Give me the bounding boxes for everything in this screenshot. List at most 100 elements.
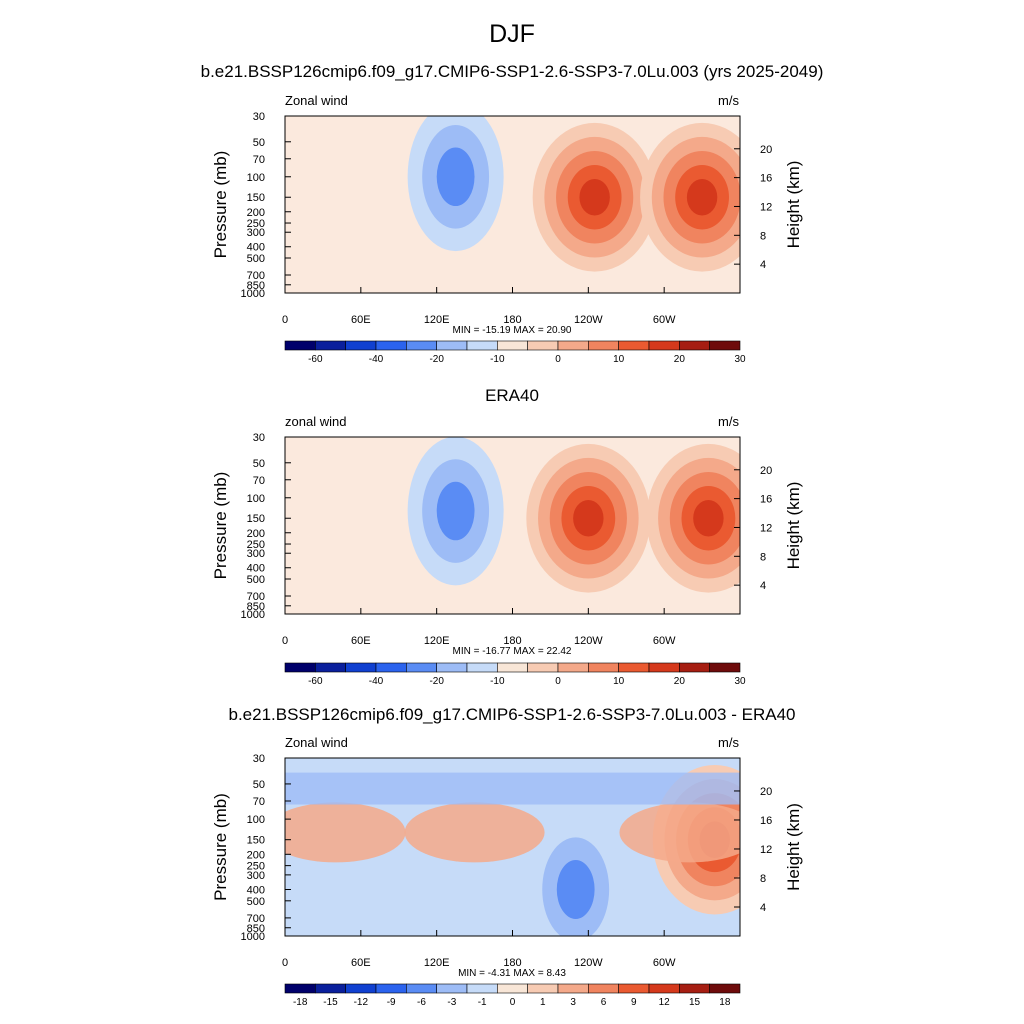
y-tick-label: 500 <box>247 896 265 908</box>
panel-2-contour-field <box>285 437 740 614</box>
min-max-label: MIN = -15.19 MAX = 20.90 <box>453 325 572 336</box>
colorbar-cell <box>618 983 650 994</box>
contour-max-1-level-4 <box>567 164 622 230</box>
contour-max-2-level-4 <box>675 164 729 230</box>
colorbar-cell <box>375 983 407 994</box>
y-tick-label: 300 <box>247 548 265 560</box>
colorbar-cell <box>588 662 619 673</box>
contour-min-3-level-1 <box>407 116 504 252</box>
contour-max-1-level-5 <box>699 821 730 859</box>
colorbar-tick-label: -10 <box>490 676 505 687</box>
colorbar-cell <box>709 983 741 994</box>
y-axis-title: Pressure (mb) <box>211 151 230 259</box>
y-axis-title: Pressure (mb) <box>211 793 230 901</box>
contour-max-1-level-4 <box>561 485 616 551</box>
colorbar-cell <box>436 340 468 351</box>
y-tick-label: 700 <box>247 591 265 603</box>
height-tick-label: 20 <box>760 465 772 477</box>
colorbar-cell <box>557 340 589 351</box>
colorbar-cell <box>406 340 437 351</box>
min-max-label: MIN = -4.31 MAX = 8.43 <box>458 968 566 979</box>
x-tick-label: 0 <box>282 635 288 647</box>
x-tick-label: 120W <box>574 635 603 647</box>
y-tick-label: 100 <box>247 493 265 505</box>
panel-3-title: b.e21.BSSP126cmip6.f09_g17.CMIP6-SSP1-2.… <box>228 705 796 724</box>
colorbar-cell <box>375 340 407 351</box>
colorbar-cell <box>557 983 589 994</box>
x-tick-label: 60E <box>351 314 371 326</box>
y-tick-label: 50 <box>253 458 265 470</box>
colorbar-tick-label: 30 <box>734 354 746 365</box>
x-tick-label: 0 <box>282 957 288 969</box>
y-tick-label: 70 <box>253 154 265 166</box>
height-tick-label: 12 <box>760 201 772 213</box>
colorbar-cell <box>345 983 377 994</box>
y-tick-label: 400 <box>247 563 265 575</box>
y-axis-right-title: Height (km) <box>784 803 803 891</box>
height-tick-label: 8 <box>760 873 766 885</box>
contour-max-2-level-2 <box>651 136 740 258</box>
colorbar-tick-label: 6 <box>601 997 607 1008</box>
colorbar-cell <box>315 983 346 994</box>
contour-min-3-level-3 <box>436 147 475 207</box>
contour-max-2-level-4 <box>681 485 736 551</box>
contour-max-1-level-5 <box>579 179 610 216</box>
y-tick-label: 150 <box>247 192 265 204</box>
colorbar-cell <box>284 662 316 673</box>
x-tick-label: 0 <box>282 314 288 326</box>
colorbar-tick-label: 0 <box>555 676 561 687</box>
y-tick-label: 850 <box>247 923 265 935</box>
x-tick-label: 60W <box>653 635 676 647</box>
panel-1-frame <box>284 115 741 294</box>
y-tick-label: 70 <box>253 475 265 487</box>
x-tick-label: 180 <box>503 957 521 969</box>
height-tick-label: 12 <box>760 844 772 856</box>
contour-min-3-level-2 <box>422 124 490 229</box>
panel-3-units-label: m/s <box>718 735 739 750</box>
x-tick-label: 120E <box>424 314 450 326</box>
x-tick-label: 60E <box>351 635 371 647</box>
colorbar-tick-label: -6 <box>417 997 426 1008</box>
y-tick-label: 850 <box>247 280 265 292</box>
colorbar-tick-label: -1 <box>478 997 487 1008</box>
y-tick-label: 700 <box>247 913 265 925</box>
colorbar-tick-label: 20 <box>674 354 686 365</box>
panel-2-frame <box>284 436 741 615</box>
colorbar-cell <box>648 662 680 673</box>
x-tick-label: 180 <box>503 635 521 647</box>
colorbar-cell <box>466 983 498 994</box>
contour-max-1-level-1 <box>526 443 651 593</box>
y-tick-label: 30 <box>253 753 265 765</box>
panel-1-units-label: m/s <box>718 93 739 108</box>
y-tick-label: 200 <box>247 849 265 861</box>
colorbar-cell <box>618 340 650 351</box>
colorbar-tick-label: 3 <box>570 997 576 1008</box>
colorbar-cell <box>527 340 559 351</box>
colorbar-tick-label: -20 <box>429 354 444 365</box>
colorbar-cell <box>679 662 710 673</box>
contour-max-2-level-1 <box>646 443 740 593</box>
contour-negative-band <box>285 772 740 805</box>
colorbar-cell <box>345 662 377 673</box>
colorbar-cell <box>497 983 528 994</box>
contour-min-2-level-2 <box>542 837 610 936</box>
colorbar-cell <box>679 340 710 351</box>
colorbar-tick-label: -40 <box>369 354 384 365</box>
colorbar-cell <box>527 662 559 673</box>
contour-min-3-level-2 <box>422 459 490 563</box>
colorbar-cell <box>315 340 346 351</box>
contour-min-3-level-1 <box>407 437 504 586</box>
x-tick-label: 120E <box>424 635 450 647</box>
panel-1-contour-field <box>285 116 740 293</box>
y-tick-label: 200 <box>247 528 265 540</box>
colorbar-tick-label: 0 <box>555 354 561 365</box>
colorbar-tick-label: 10 <box>613 676 625 687</box>
y-axis-right-title: Height (km) <box>784 482 803 570</box>
y-tick-label: 500 <box>247 253 265 265</box>
height-tick-label: 16 <box>760 173 772 185</box>
y-tick-label: 500 <box>247 574 265 586</box>
y-tick-label: 100 <box>247 172 265 184</box>
colorbar-tick-label: -10 <box>490 354 505 365</box>
